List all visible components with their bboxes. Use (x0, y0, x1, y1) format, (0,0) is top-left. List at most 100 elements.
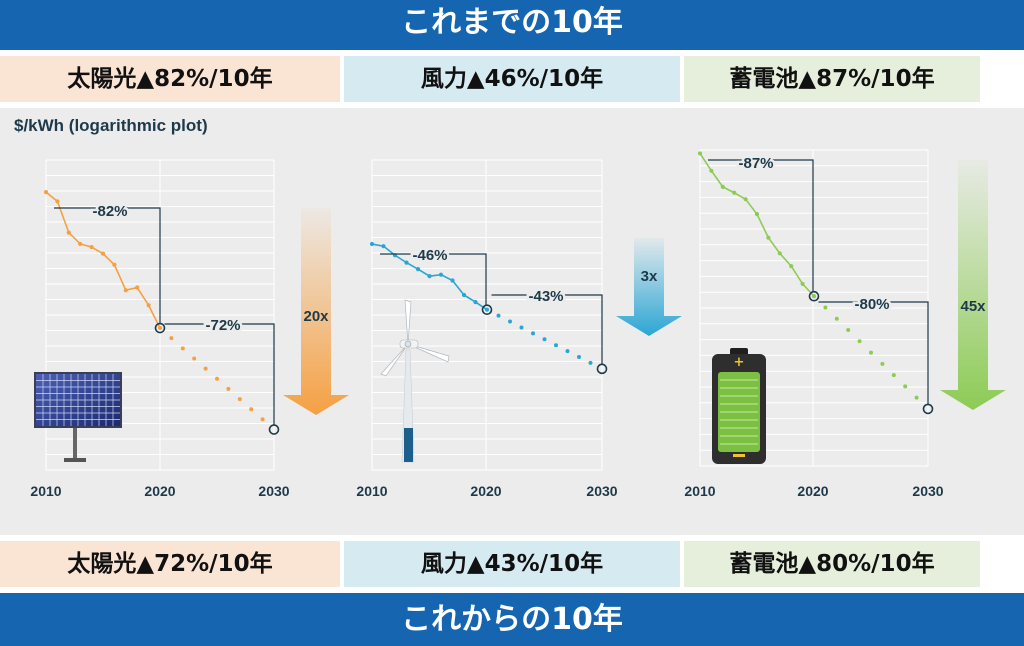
x-tick-label: 2020 (470, 483, 501, 499)
projection-point (260, 417, 265, 422)
x-tick-label: 2030 (586, 483, 617, 499)
projection-point (846, 328, 851, 333)
data-point (415, 267, 421, 272)
battery-past-rate: 蓄電池▲87%/10年 (684, 56, 980, 102)
data-point (404, 260, 409, 265)
callout-line (708, 159, 814, 292)
projection-point (834, 316, 839, 321)
solar-chart: 2010 2020 2030 -82% -72% 20x (30, 159, 349, 499)
projection-point (531, 331, 535, 336)
svg-text:+: + (734, 355, 745, 370)
data-point (146, 303, 151, 308)
multiplier-arrow (283, 208, 349, 415)
projection-point (519, 325, 524, 330)
future-change-label: -43% (528, 288, 563, 305)
future-change-label: -80% (854, 296, 889, 313)
projection-point (192, 356, 197, 361)
projection-point (237, 397, 242, 402)
projection-point (857, 339, 862, 344)
data-point (709, 168, 714, 173)
data-point (720, 184, 725, 189)
projection-point (180, 346, 185, 351)
multiplier-arrow (940, 160, 1006, 410)
past-decade-banner: これまでの10年 (0, 0, 1024, 50)
x-tick-label: 2030 (912, 483, 943, 499)
data-point (66, 230, 71, 235)
callout-line (54, 207, 161, 324)
projection-point (203, 366, 208, 371)
x-tick-label: 2020 (144, 483, 175, 499)
battery-icon: + (712, 348, 766, 464)
unit-label: $/kWh (logarithmic plot) (14, 116, 208, 135)
x-tick-label: 2030 (258, 483, 289, 499)
multiplier-label: 3x (641, 268, 658, 285)
projection-point (508, 319, 512, 324)
callout-line (818, 301, 929, 405)
data-point (123, 288, 128, 293)
data-point (754, 212, 760, 217)
data-point (78, 241, 83, 247)
projection-point (169, 336, 174, 341)
callout-line (380, 253, 487, 306)
past-change-label: -46% (412, 247, 447, 264)
data-point (461, 292, 467, 298)
data-point (100, 251, 106, 256)
past-change-label: -82% (92, 203, 127, 220)
data-point (800, 281, 805, 287)
callout-line (164, 323, 275, 426)
marker-2020 (808, 290, 820, 302)
battery-future-rate: 蓄電池▲80%/10年 (684, 541, 980, 587)
solar-future-rate: 太陽光▲72%/10年 (0, 541, 340, 587)
projection-point (496, 313, 501, 318)
data-point (89, 244, 94, 250)
data-point (43, 190, 49, 195)
battery-chart: 2010 2020 2030 -87% -80% 45x (684, 149, 1006, 499)
data-point (135, 285, 140, 290)
data-point (369, 241, 375, 247)
data-point (55, 199, 60, 204)
data-point (777, 251, 782, 256)
charts-panel (0, 108, 1024, 535)
x-tick-label: 2010 (356, 483, 387, 499)
future-change-label: -72% (205, 317, 240, 334)
multiplier-label: 45x (960, 298, 986, 315)
wind-future-rate: 風力▲43%/10年 (344, 541, 680, 587)
battery-series-line (699, 152, 815, 297)
wind-past-rate: 風力▲46%/10年 (344, 56, 680, 102)
x-tick-label: 2010 (684, 483, 715, 499)
x-tick-label: 2010 (30, 483, 61, 499)
solar-past-rate: 太陽光▲82%/10年 (0, 56, 340, 102)
data-point (484, 307, 490, 312)
projection-point (554, 343, 558, 348)
marker-2020 (481, 304, 493, 316)
solar-panel-icon (34, 372, 122, 462)
data-point (450, 278, 455, 283)
projection-point (249, 407, 254, 412)
projection-point (903, 384, 908, 389)
callout-line (491, 294, 603, 365)
data-point (473, 299, 478, 305)
data-point (743, 197, 748, 202)
past-change-label: -87% (738, 155, 773, 172)
projection-point (577, 355, 581, 360)
data-point (427, 274, 432, 279)
projection-point (226, 386, 231, 391)
projection-point (823, 305, 828, 310)
wind-turbine-icon (380, 299, 450, 463)
projection-point (588, 360, 593, 365)
projection-point (215, 376, 219, 381)
x-tick-label: 2020 (797, 483, 828, 499)
projection-point (914, 395, 919, 400)
multiplier-arrow (616, 238, 682, 336)
data-point (112, 262, 117, 267)
data-point (438, 272, 444, 277)
projection-point (869, 350, 873, 355)
data-point (766, 235, 771, 240)
projection-point (891, 373, 896, 378)
data-point (789, 263, 794, 269)
data-point (697, 151, 703, 156)
projection-point (542, 337, 547, 342)
projection-point (565, 349, 570, 354)
multiplier-label: 20x (303, 308, 329, 325)
